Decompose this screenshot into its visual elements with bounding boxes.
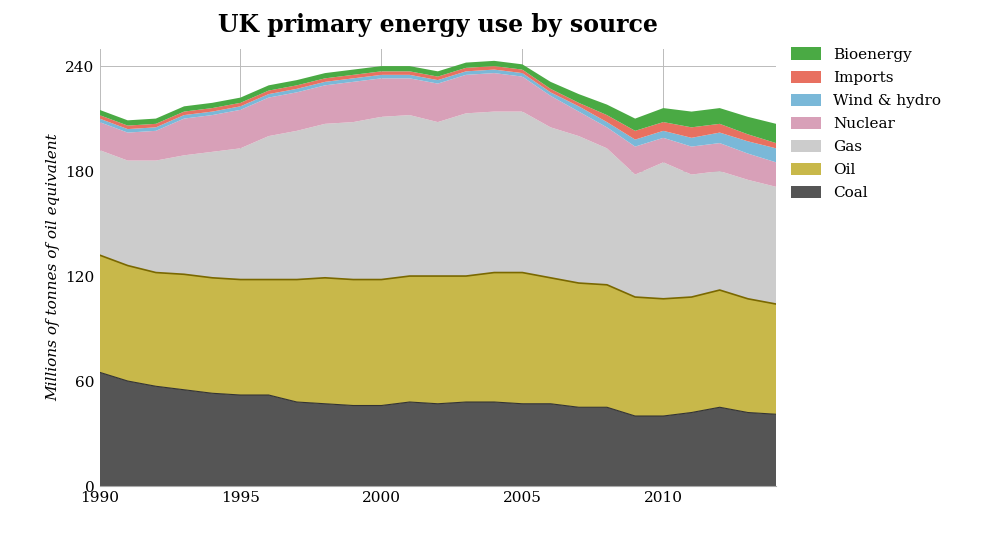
Legend: Bioenergy, Imports, Wind & hydro, Nuclear, Gas, Oil, Coal: Bioenergy, Imports, Wind & hydro, Nuclea… xyxy=(789,48,940,200)
Title: UK primary energy use by source: UK primary energy use by source xyxy=(218,13,657,37)
Y-axis label: Millions of tonnes of oil equivalent: Millions of tonnes of oil equivalent xyxy=(46,133,60,401)
